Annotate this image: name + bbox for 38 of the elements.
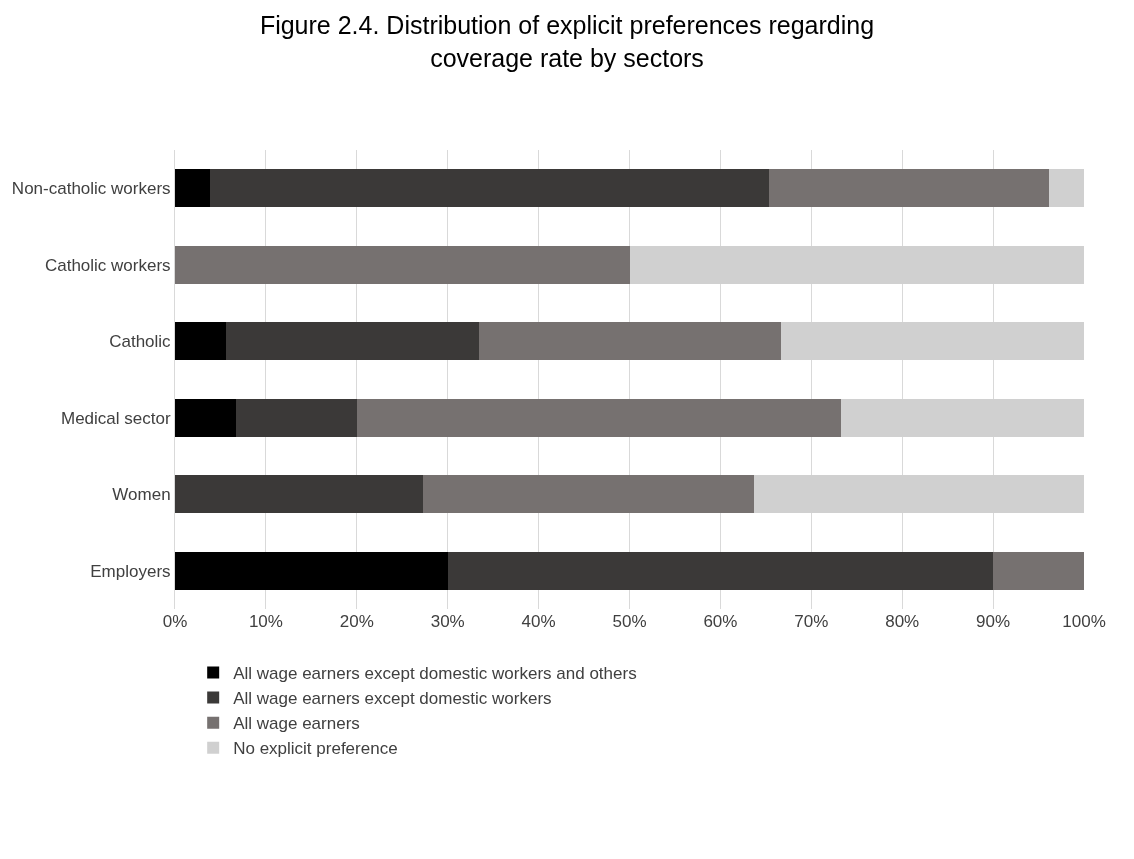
legend-label: All wage earners except domestic workers and others [233, 664, 637, 684]
y-tick-label: Catholic [109, 332, 172, 352]
x-tick-label: 30% [430, 612, 465, 631]
bar [447, 551, 994, 590]
y-tick-label: Employers [90, 561, 171, 581]
bar [175, 475, 424, 514]
x-tick-label: 80% [885, 612, 920, 631]
bar [175, 245, 630, 284]
bar [356, 398, 842, 437]
x-tick-label: 20% [339, 612, 374, 631]
y-tick-label: Non-catholic workers [11, 179, 171, 199]
y-tick-label: Women [112, 485, 171, 505]
y-tick-label: Medical sector [60, 408, 171, 428]
bar [235, 398, 357, 437]
bar [1048, 169, 1084, 208]
legend-label: All wage earners [233, 714, 360, 734]
chart-title: Figure 2.4. Distribution of explicit preferences regarding coverage rate by sectors [259, 11, 875, 72]
x-tick-label: 40% [521, 612, 556, 631]
x-tick-label: 0% [162, 612, 188, 631]
bar [209, 169, 769, 208]
x-tick-label: 10% [248, 612, 283, 631]
bar [423, 475, 755, 514]
legend-label: All wage earners except domestic workers [233, 689, 552, 709]
x-tick-label: 90% [976, 612, 1011, 631]
bar [175, 169, 210, 208]
y-tick-label: Catholic workers [44, 255, 171, 275]
x-tick-label: 50% [612, 612, 647, 631]
x-tick-label: 70% [794, 612, 829, 631]
bar [993, 551, 1084, 590]
bar [175, 322, 226, 361]
x-tick-label: 60% [703, 612, 738, 631]
bar [478, 322, 782, 361]
bar [768, 169, 1049, 208]
bar [175, 551, 448, 590]
legend-label: No explicit preference [233, 739, 398, 759]
bar [175, 398, 236, 437]
bar [225, 322, 479, 361]
x-tick-label: 100% [1062, 612, 1106, 631]
